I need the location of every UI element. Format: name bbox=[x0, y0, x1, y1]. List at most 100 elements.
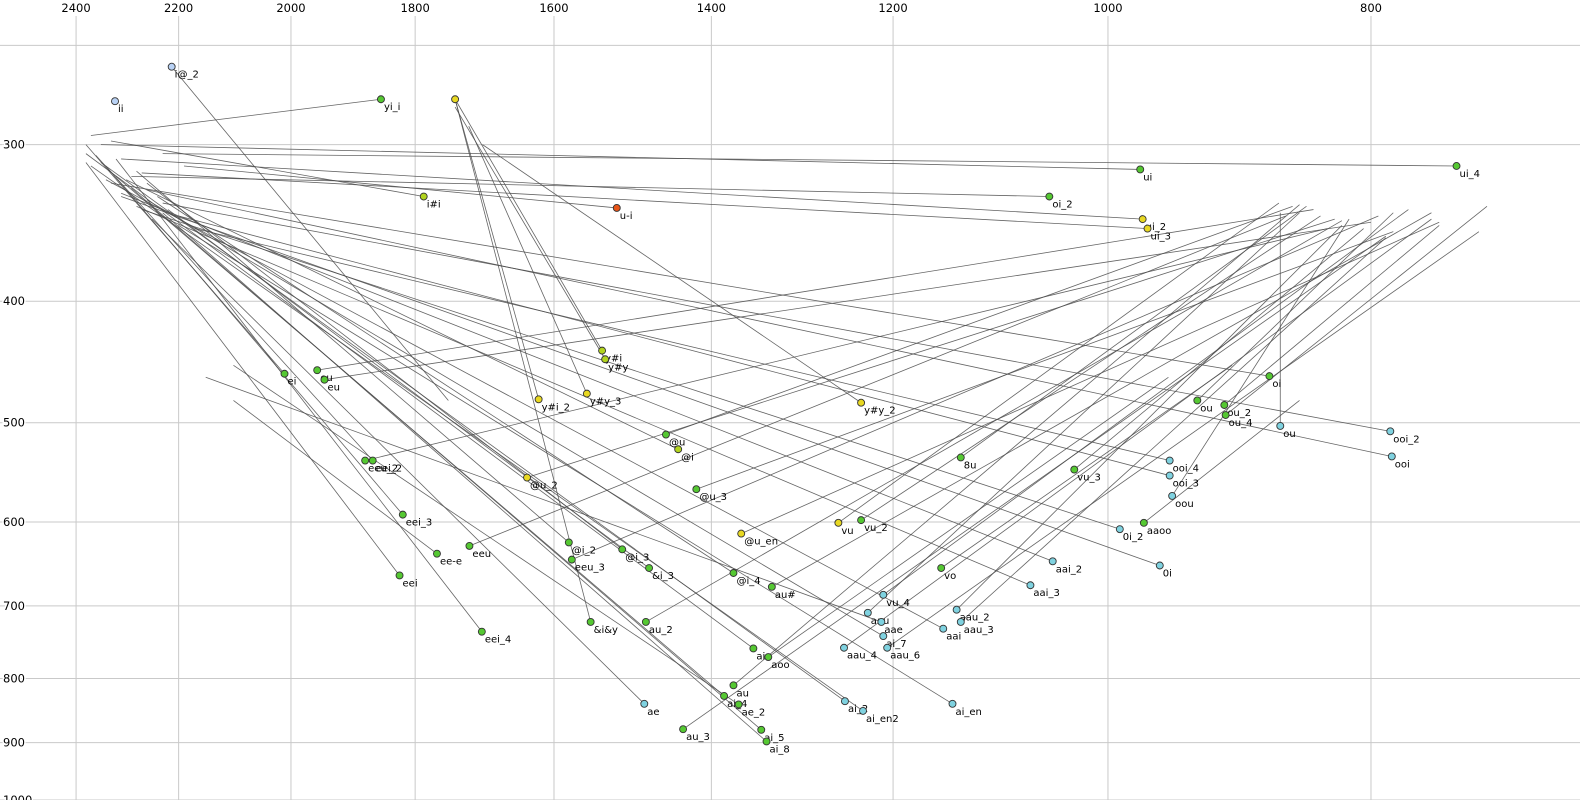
point-label: y#y_2 bbox=[864, 406, 896, 417]
data-point bbox=[1452, 162, 1461, 170]
trajectory-line bbox=[131, 187, 762, 731]
data-point bbox=[582, 389, 591, 398]
point-label: ee-e bbox=[440, 557, 462, 568]
point-label: vu_2 bbox=[864, 523, 888, 534]
trajectory-line bbox=[1225, 206, 1488, 416]
trajectory-line bbox=[317, 209, 1314, 371]
data-point bbox=[640, 699, 649, 708]
point-label: ooi_2 bbox=[1393, 434, 1419, 445]
trajectory-line bbox=[115, 158, 483, 632]
point-label: &i&y bbox=[594, 625, 618, 636]
point-label: oou bbox=[1175, 499, 1194, 510]
data-point bbox=[757, 725, 766, 734]
data-point bbox=[1193, 396, 1202, 405]
trajectory-line bbox=[141, 209, 1120, 530]
point-label: aai_2 bbox=[1056, 564, 1082, 575]
data-point bbox=[586, 617, 595, 626]
data-point bbox=[937, 564, 946, 572]
data-point bbox=[956, 617, 965, 626]
trajectory-line bbox=[178, 215, 1170, 476]
data-point bbox=[1265, 372, 1274, 381]
point-label: ooi bbox=[1395, 459, 1410, 470]
point-label: eei_4 bbox=[485, 635, 511, 646]
point-label: @i_3 bbox=[625, 552, 649, 563]
point-label: eeu bbox=[472, 549, 491, 560]
point-label: aaoo bbox=[1147, 526, 1172, 537]
point-label: @i_2 bbox=[572, 545, 596, 556]
trajectory-line bbox=[95, 155, 374, 461]
point-label: eei_2 bbox=[376, 464, 402, 475]
data-point bbox=[841, 697, 849, 706]
data-point bbox=[368, 456, 377, 465]
trajectory-line bbox=[171, 66, 449, 401]
point-label: au# bbox=[775, 590, 796, 601]
point-label: ui_3 bbox=[1151, 232, 1171, 243]
data-point bbox=[1221, 411, 1230, 419]
data-point bbox=[662, 430, 670, 439]
data-point bbox=[612, 203, 621, 212]
trajectory-line bbox=[136, 170, 570, 543]
point-label: ei bbox=[288, 377, 297, 388]
data-point bbox=[465, 541, 474, 550]
point-label: ui_2 bbox=[1146, 222, 1166, 233]
data-point bbox=[1165, 456, 1174, 465]
data-point bbox=[377, 95, 385, 104]
point-label: y#i_2 bbox=[542, 402, 570, 413]
data-point bbox=[1048, 557, 1057, 566]
point-label: ai_2 bbox=[848, 704, 868, 715]
trajectory-line bbox=[768, 376, 1169, 658]
trajectory-line bbox=[741, 221, 1440, 534]
trajectory-line bbox=[1171, 218, 1350, 497]
point-label: vu_4 bbox=[886, 598, 910, 609]
point-label: ui bbox=[1143, 172, 1152, 183]
data-point bbox=[534, 395, 543, 404]
trajectory-line bbox=[167, 209, 650, 569]
data-point bbox=[1220, 401, 1229, 409]
trajectory-line bbox=[482, 144, 862, 404]
point-label: @u_3 bbox=[699, 492, 727, 503]
trajectory-line bbox=[183, 165, 617, 209]
data-point bbox=[111, 97, 119, 106]
point-label: eei bbox=[403, 578, 418, 589]
data-point bbox=[1386, 427, 1395, 436]
data-point bbox=[280, 369, 289, 378]
data-point bbox=[1115, 525, 1124, 534]
trajectory-line bbox=[571, 215, 1379, 560]
point-label: @u_en bbox=[744, 537, 778, 548]
data-point bbox=[956, 453, 965, 462]
point-label: aau_2 bbox=[960, 613, 990, 624]
data-point bbox=[834, 518, 843, 527]
trajectory-line bbox=[146, 199, 884, 637]
point-label: ai_en2 bbox=[866, 714, 899, 725]
point-label: y#i bbox=[605, 354, 622, 365]
y-tick-label: 500 bbox=[3, 416, 25, 430]
point-label: 8u bbox=[964, 460, 977, 471]
point-label: ou bbox=[1200, 403, 1212, 414]
point-label: au_2 bbox=[649, 625, 673, 636]
x-tick-label: 1000 bbox=[1093, 1, 1122, 15]
trajectory-line bbox=[126, 179, 679, 450]
point-label: eu bbox=[327, 383, 340, 394]
trajectory-line bbox=[162, 212, 767, 742]
x-tick-label: 2000 bbox=[276, 1, 305, 15]
data-point bbox=[601, 355, 610, 364]
trajectory-line bbox=[886, 231, 1480, 649]
point-label: ae bbox=[647, 707, 659, 718]
data-point bbox=[674, 445, 683, 454]
data-point bbox=[749, 644, 758, 653]
point-label: yi_i bbox=[384, 102, 400, 113]
trajectory-line bbox=[100, 144, 1141, 170]
data-point bbox=[948, 699, 957, 708]
data-point bbox=[879, 590, 888, 599]
trajectory-line bbox=[1197, 212, 1394, 401]
point-label: y#y_3 bbox=[590, 397, 622, 408]
point-label: eei_3 bbox=[406, 518, 432, 529]
data-point bbox=[952, 605, 961, 614]
data-point bbox=[692, 485, 701, 494]
data-point bbox=[720, 691, 729, 700]
point-label: 0i bbox=[1163, 569, 1172, 580]
x-tick-label: 2400 bbox=[61, 1, 90, 15]
data-point bbox=[737, 529, 746, 538]
